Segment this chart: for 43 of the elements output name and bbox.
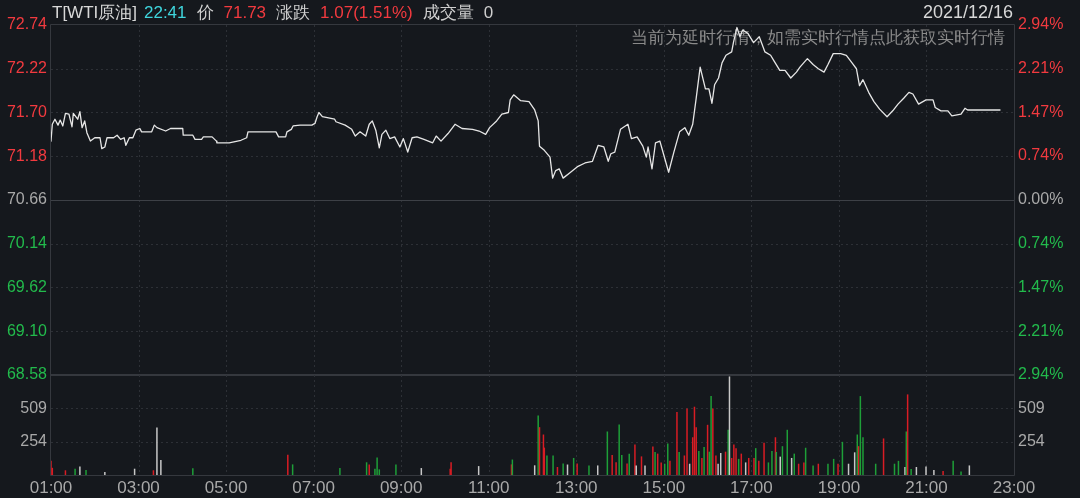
text: 71.73 (223, 2, 267, 23)
y2-tick-label: 2.94% (1018, 15, 1064, 33)
y2-tick-label: 0.00% (1018, 190, 1064, 208)
x-tick-label: 01:00 (29, 477, 73, 497)
y-tick-label: 68.58 (6, 365, 48, 383)
y-tick-label: 72.74 (6, 15, 48, 33)
x-tick-label: 05:00 (204, 477, 248, 497)
y2-tick-label: 2.94% (1018, 365, 1064, 383)
y-tick-label: 254 (20, 432, 48, 450)
chart-title: T[WTI原油] (52, 2, 137, 24)
text: 22:41 (143, 2, 187, 23)
y-tick-label: 69.10 (6, 321, 48, 339)
y-tick-label: 70.14 (6, 234, 48, 252)
y-tick-label: 69.62 (6, 277, 48, 295)
y2-tick-label: 2.21% (1018, 58, 1064, 76)
y2-tick-label: 1.47% (1018, 277, 1064, 295)
y-tick-label: 70.66 (6, 190, 48, 208)
x-tick-label: 13:00 (555, 477, 598, 497)
y2-tick-label: 0.74% (1018, 146, 1064, 164)
y2-tick-label: 2.21% (1018, 321, 1064, 339)
x-tick-label: 03:00 (117, 477, 160, 497)
text: 0 (483, 2, 494, 23)
x-tick-label: 09:00 (379, 477, 423, 497)
x-tick-label: 11:00 (468, 477, 510, 497)
x-tick-label: 07:00 (292, 477, 335, 497)
y-tick-label: 509 (20, 398, 48, 416)
text: 价 (196, 2, 214, 24)
text: 成交量 (422, 2, 474, 24)
y2-tick-label: 254 (1018, 432, 1045, 450)
y-tick-label: 71.18 (6, 146, 48, 164)
x-tick-label: 17:00 (730, 477, 773, 497)
y2-tick-label: 509 (1018, 398, 1045, 416)
y2-tick-label: 1.47% (1018, 102, 1064, 120)
y-tick-label: 72.22 (6, 59, 48, 77)
x-tick-label: 19:00 (817, 477, 861, 497)
x-tick-label: 21:00 (905, 477, 948, 497)
text: 1.07(1.51%) (320, 2, 413, 23)
x-tick-label: 15:00 (642, 477, 686, 497)
y-tick-label: 71.70 (6, 102, 48, 120)
x-tick-label: 23:00 (992, 477, 1036, 497)
text: 2021/12/16 (922, 2, 1013, 23)
y2-tick-label: 0.74% (1018, 234, 1064, 252)
text: 涨跌 (276, 2, 311, 24)
